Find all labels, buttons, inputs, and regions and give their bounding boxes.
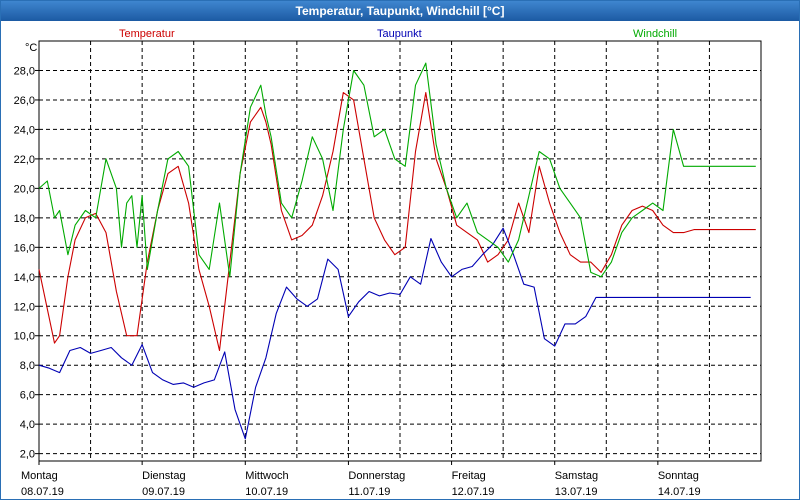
day-name-label: Freitag [452,470,486,482]
y-tick-label: 12,0 [14,301,35,313]
day-date-label: 11.07.19 [348,486,390,498]
chart-title: Temperatur, Taupunkt, Windchill [°C] [1,1,799,21]
y-tick-label: 22,0 [14,154,35,166]
day-name-label: Samstag [555,470,598,482]
y-tick-label: 28,0 [14,65,35,77]
series-line-taupunkt [38,227,751,440]
day-name-label: Donnerstag [348,470,405,482]
y-tick-label: 20,0 [14,183,35,195]
y-tick-label: 8,0 [20,360,35,372]
day-name-label: Sonntag [658,470,699,482]
day-date-label: 12.07.19 [452,486,495,498]
series-line-windchill [38,62,756,278]
y-tick-label: 2,0 [20,449,35,461]
y-tick-label: 24,0 [14,124,35,136]
day-name-label: Dienstag [142,470,185,482]
y-tick-label: 14,0 [14,272,35,284]
legend-temperatur: Temperatur [119,28,175,40]
day-date-label: 14.07.19 [658,486,701,498]
series-lines [38,62,756,440]
y-tick-label: 4,0 [20,419,35,431]
y-tick-label: 26,0 [14,95,35,107]
x-axis-days: Montag 08.07.19 Dienstag 09.07.19 Mittwoch 10… [21,461,701,498]
y-tick-label: 10,0 [14,331,35,343]
grid-lines [39,41,761,461]
day-date-label: 08.07.19 [21,486,64,498]
day-date-label: 10.07.19 [245,486,288,498]
legend-windchill: Windchill [633,28,677,40]
y-tick-label: 18,0 [14,213,35,225]
day-date-label: 13.07.19 [555,486,598,498]
y-axis-ticks: 2,0 4,0 6,0 8,0 10,0 12,0 14,0 16,0 18,0 20,0 22,0… [14,65,39,461]
y-tick-label: 16,0 [14,242,35,254]
legend-taupunkt: Taupunkt [377,28,422,40]
day-name-label: Mittwoch [245,470,288,482]
day-date-label: 09.07.19 [142,486,185,498]
y-tick-label: 6,0 [20,390,35,402]
day-name-label: Montag [21,470,58,482]
y-axis-unit: °C [25,42,37,54]
